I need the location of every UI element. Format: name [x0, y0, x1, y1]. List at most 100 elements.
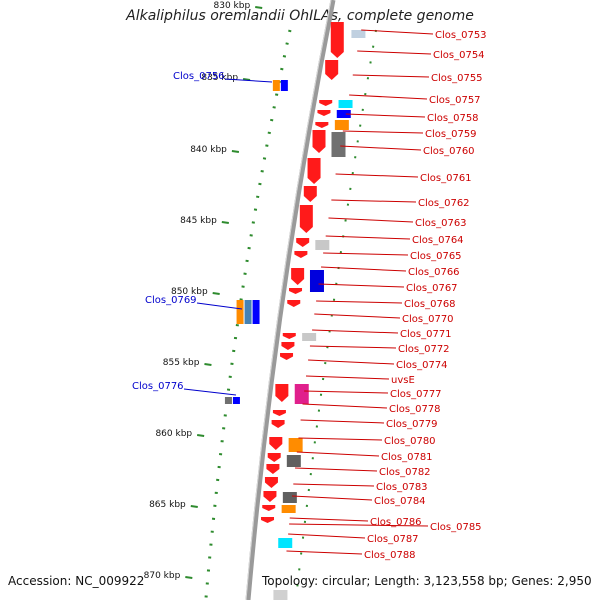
gene-arrow[interactable]	[289, 288, 303, 294]
gene-label[interactable]: Clos_0758	[427, 113, 479, 124]
kbp-tick-mark	[197, 434, 205, 437]
topology-text: Topology: circular; Length: 3,123,558 bp…	[262, 574, 592, 588]
label-leader-line	[293, 483, 375, 487]
gene-box[interactable]	[334, 120, 349, 130]
gene-label-left[interactable]: Clos_0776	[132, 381, 184, 392]
gene-arrow[interactable]	[269, 437, 283, 450]
genome-backbone	[245, 0, 336, 600]
kbp-tick-label: 835 kbp	[201, 73, 238, 83]
gene-arrow[interactable]	[280, 353, 294, 360]
gene-arrow[interactable]	[319, 100, 333, 106]
gene-box-left[interactable]	[236, 300, 244, 324]
gene-box-left[interactable]	[272, 80, 280, 91]
gene-arrow[interactable]	[296, 238, 310, 247]
gene-label[interactable]: Clos_0784	[374, 496, 426, 507]
gene-label[interactable]: Clos_0780	[384, 436, 436, 447]
gene-label[interactable]: Clos_0759	[425, 129, 477, 140]
gene-box[interactable]	[278, 538, 293, 548]
kbp-tick-mark	[212, 292, 220, 295]
gene-label[interactable]: Clos_0768	[404, 299, 456, 310]
gene-label-left[interactable]: Clos_0756	[173, 71, 225, 82]
gene-box[interactable]	[302, 333, 317, 341]
gene-label[interactable]: Clos_0787	[367, 534, 419, 545]
gene-box-left[interactable]	[224, 397, 232, 404]
gene-arrow[interactable]	[261, 517, 275, 523]
gene-box[interactable]	[351, 30, 366, 38]
gene-label[interactable]: Clos_0777	[390, 389, 442, 400]
gene-arrow[interactable]	[267, 453, 281, 462]
gene-arrow[interactable]	[262, 505, 276, 511]
gene-arrow[interactable]	[325, 60, 339, 80]
gene-arrow[interactable]	[307, 158, 321, 184]
gene-label[interactable]: Clos_0763	[415, 218, 467, 229]
gene-label[interactable]: Clos_0770	[402, 314, 454, 325]
gene-box-left[interactable]	[252, 300, 260, 324]
gene-arrow[interactable]	[281, 342, 295, 350]
gene-box[interactable]	[336, 110, 351, 118]
gene-box[interactable]	[282, 492, 297, 503]
kbp-tick-label: 870 kbp	[144, 571, 181, 581]
gene-label[interactable]: Clos_0778	[389, 404, 441, 415]
gene-label[interactable]: Clos_0779	[386, 419, 438, 430]
gene-label[interactable]: Clos_0760	[423, 146, 475, 157]
gene-arrow[interactable]	[287, 300, 301, 307]
label-leader-line	[314, 313, 401, 319]
gene-box[interactable]	[281, 505, 296, 513]
gene-box[interactable]	[338, 100, 353, 108]
gene-label[interactable]: Clos_0771	[400, 329, 452, 340]
gene-label[interactable]: Clos_0767	[406, 283, 458, 294]
gene-label[interactable]: Clos_0765	[410, 251, 462, 262]
gene-label[interactable]: Clos_0766	[408, 267, 460, 278]
gene-box[interactable]	[286, 455, 301, 467]
gene-label[interactable]: Clos_0753	[435, 30, 487, 41]
gene-box[interactable]	[294, 384, 309, 404]
label-leader-line	[342, 130, 424, 134]
kbp-tick-mark	[255, 6, 263, 9]
gene-box-left[interactable]	[280, 80, 288, 91]
gene-box[interactable]	[309, 270, 324, 292]
gene-arrow[interactable]	[303, 186, 317, 202]
gene-label[interactable]: Clos_0761	[420, 173, 472, 184]
gene-arrow[interactable]	[317, 110, 331, 116]
gene-label[interactable]: Clos_0782	[379, 467, 431, 478]
gene-label-left[interactable]: Clos_0769	[145, 295, 197, 306]
gene-label[interactable]: Clos_0786	[370, 517, 422, 528]
gene-arrow[interactable]	[263, 491, 277, 502]
gene-label[interactable]: Clos_0762	[418, 198, 470, 209]
gene-box-left[interactable]	[244, 300, 252, 324]
gene-arrow[interactable]	[264, 477, 278, 488]
gene-arrow[interactable]	[272, 410, 286, 416]
gene-arrow[interactable]	[266, 464, 280, 474]
gene-label[interactable]: Clos_0764	[412, 235, 464, 246]
gene-label[interactable]: Clos_0774	[396, 360, 448, 371]
gene-label[interactable]: Clos_0772	[398, 344, 450, 355]
gene-box-left[interactable]	[232, 397, 240, 404]
gene-label[interactable]: Clos_0754	[433, 50, 485, 61]
gene-arrow[interactable]	[315, 122, 329, 128]
label-leader-line	[302, 403, 388, 409]
label-leader-line	[340, 145, 422, 151]
gene-label[interactable]: Clos_0783	[376, 482, 428, 493]
gene-arrow[interactable]	[299, 205, 313, 233]
gene-arrow[interactable]	[330, 22, 344, 58]
gene-arrow[interactable]	[291, 268, 305, 285]
gene-arrow[interactable]	[271, 420, 285, 428]
gene-label[interactable]: Clos_0788	[364, 550, 416, 561]
gene-box[interactable]	[288, 438, 303, 452]
kbp-tick-mark	[231, 150, 240, 153]
gene-box[interactable]	[331, 132, 346, 157]
gene-box[interactable]	[315, 240, 330, 250]
gene-arrow[interactable]	[282, 333, 296, 339]
gene-arrow[interactable]	[275, 384, 289, 402]
kbp-tick-label: 865 kbp	[149, 500, 186, 510]
gene-label[interactable]: Clos_0757	[429, 95, 481, 106]
gene-label[interactable]: uvsE	[391, 375, 415, 386]
gene-arrow[interactable]	[294, 251, 308, 258]
gene-box[interactable]	[273, 590, 288, 600]
label-leader-line	[349, 94, 428, 100]
gene-arrow[interactable]	[312, 130, 326, 153]
gene-label[interactable]: Clos_0785	[430, 522, 482, 533]
gene-label[interactable]: Clos_0755	[431, 73, 483, 84]
gene-label[interactable]: Clos_0781	[381, 452, 433, 463]
